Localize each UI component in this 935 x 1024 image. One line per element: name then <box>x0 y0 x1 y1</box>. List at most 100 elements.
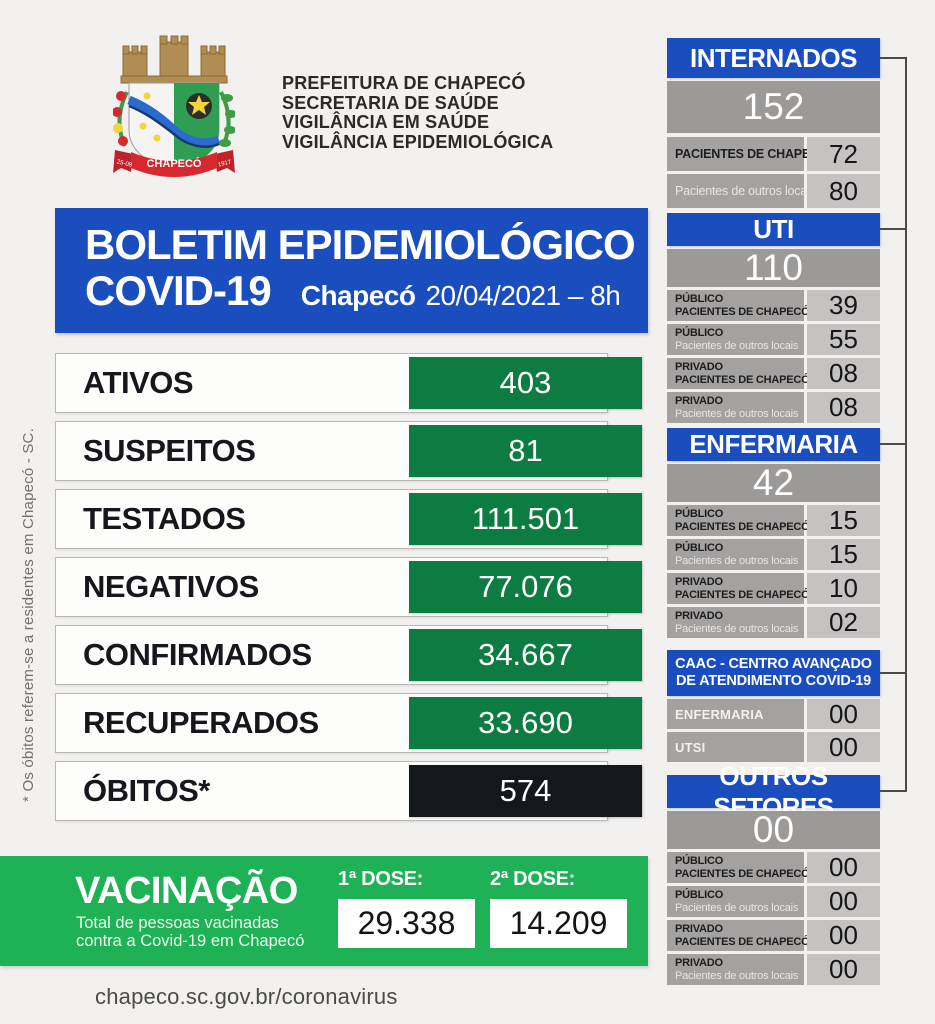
bracket-tick-caac <box>880 672 907 674</box>
org-line-secretaria: SECRETARIA DE SAÚDE <box>282 92 499 113</box>
outros-row-privado-outros: PRIVADO Pacientes de outros locais 00 <box>667 954 880 985</box>
dose2-label: 2ª DOSE: <box>490 868 576 890</box>
enfermaria-row-publico-outros: PÚBLICO Pacientes de outros locais 15 <box>667 539 880 570</box>
caac-row-utsi: UTSI 00 <box>667 732 880 762</box>
row-value: 55 <box>807 324 880 355</box>
row-value: 08 <box>807 392 880 423</box>
section-header-caac: CAAC - CENTRO AVANÇADO DE ATENDIMENTO CO… <box>667 650 880 696</box>
enfermaria-total: 42 <box>667 462 880 503</box>
stat-value: 81 <box>409 425 642 477</box>
stat-row-testados: TESTADOS 111.501 <box>55 489 642 549</box>
stat-label: ÓBITOS* <box>83 773 210 808</box>
row-value: 10 <box>807 573 880 604</box>
stat-value: 403 <box>409 357 642 409</box>
row-label: PRIVADO Pacientes de outros locais <box>667 392 804 423</box>
org-header-text: PREFEITURA DE CHAPECÓ SECRETARIA DE SAÚD… <box>282 73 554 152</box>
bulletin-datetime: 20/04/2021 – 8h <box>425 280 621 311</box>
org-line-vigilancia-saude: VIGILÂNCIA EM SAÚDE <box>282 112 490 132</box>
enfermaria-row-privado-chapeco: PRIVADO PACIENTES DE CHAPECÓ 10 <box>667 573 880 604</box>
row-label: PÚBLICO Pacientes de outros locais <box>667 539 804 570</box>
internados-row-outros: Pacientes de outros locais 80 <box>667 174 880 208</box>
row-label: PRIVADO PACIENTES DE CHAPECÓ <box>667 358 810 389</box>
outros-row-publico-chapeco: PÚBLICO PACIENTES DE CHAPECÓ 00 <box>667 852 880 883</box>
stat-label: RECUPERADOS <box>83 705 319 740</box>
stat-label: SUSPEITOS <box>83 433 256 468</box>
row-label: PÚBLICO Pacientes de outros locais <box>667 886 804 917</box>
stat-value: 111.501 <box>409 493 642 545</box>
outros-total: 00 <box>667 809 880 850</box>
row-label: PÚBLICO PACIENTES DE CHAPECÓ <box>667 852 810 883</box>
section-header-enfermaria: ENFERMARIA <box>667 428 880 461</box>
row-value: 39 <box>807 290 880 321</box>
row-label: PRIVADO Pacientes de outros locais <box>667 954 804 985</box>
stat-value: 34.667 <box>409 629 642 681</box>
dose1-value: 29.338 <box>338 899 475 948</box>
caac-row-enfermaria: ENFERMARIA 00 <box>667 699 880 729</box>
stat-value: 77.076 <box>409 561 642 613</box>
row-label: PRIVADO PACIENTES DE CHAPECÓ <box>667 920 810 951</box>
stat-row-suspeitos: SUSPEITOS 81 <box>55 421 642 481</box>
row-label: PACIENTES DE CHAPECÓ <box>667 137 829 171</box>
stat-label: NEGATIVOS <box>83 569 259 604</box>
stat-label: CONFIRMADOS <box>83 637 312 672</box>
row-label: PÚBLICO PACIENTES DE CHAPECÓ <box>667 290 810 321</box>
dose2-value: 14.209 <box>490 899 627 948</box>
dose1-label: 1ª DOSE: <box>338 868 424 890</box>
section-header-internados: INTERNADOS <box>667 38 880 78</box>
crest-ribbon: CHAPECÓ 25-08 1917 <box>113 150 235 177</box>
bracket-tick-enfermaria <box>880 443 907 445</box>
row-value: 00 <box>807 732 880 762</box>
bracket-connector-line <box>905 58 907 791</box>
stat-row-negativos: NEGATIVOS 77.076 <box>55 557 642 617</box>
bulletin-title-covid: COVID-19 <box>85 267 272 314</box>
internados-total: 152 <box>667 81 880 133</box>
org-line-prefeitura: PREFEITURA DE CHAPECÓ <box>282 73 526 93</box>
uti-total: 110 <box>667 247 880 288</box>
row-value: 15 <box>807 505 880 536</box>
section-header-uti: UTI <box>667 213 880 246</box>
row-label: ENFERMARIA <box>667 699 804 729</box>
stat-label: ATIVOS <box>83 365 194 400</box>
row-value: 00 <box>807 920 880 951</box>
row-value: 00 <box>807 886 880 917</box>
vaccination-subtitle: Total de pessoas vacinadas contra a Covi… <box>76 914 305 950</box>
row-value: 00 <box>807 852 880 883</box>
svg-text:CHAPECÓ: CHAPECÓ <box>146 157 201 170</box>
bracket-tick-outros <box>880 790 907 792</box>
stat-value: 33.690 <box>409 697 642 749</box>
row-label: PÚBLICO PACIENTES DE CHAPECÓ <box>667 505 810 536</box>
section-header-outros-setores: OUTROS SETORES <box>667 761 880 822</box>
stat-label: TESTADOS <box>83 501 246 536</box>
bracket-tick-internados <box>880 57 907 59</box>
row-label: PÚBLICO Pacientes de outros locais <box>667 324 804 355</box>
row-label: PRIVADO Pacientes de outros locais <box>667 607 804 638</box>
outros-row-publico-outros: PÚBLICO Pacientes de outros locais 00 <box>667 886 880 917</box>
uti-row-privado-outros: PRIVADO Pacientes de outros locais 08 <box>667 392 880 423</box>
uti-row-privado-chapeco: PRIVADO PACIENTES DE CHAPECÓ 08 <box>667 358 880 389</box>
outros-row-privado-chapeco: PRIVADO PACIENTES DE CHAPECÓ 00 <box>667 920 880 951</box>
uti-row-publico-chapeco: PÚBLICO PACIENTES DE CHAPECÓ 39 <box>667 290 880 321</box>
bulletin-city: Chapecó <box>300 280 416 311</box>
enfermaria-row-publico-chapeco: PÚBLICO PACIENTES DE CHAPECÓ 15 <box>667 505 880 536</box>
bulletin-title-banner: BOLETIM EPIDEMIOLÓGICO COVID-19 Chapecó … <box>55 208 648 333</box>
bulletin-title-line1: BOLETIM EPIDEMIOLÓGICO <box>85 221 636 268</box>
internados-row-chapeco: PACIENTES DE CHAPECÓ 72 <box>667 137 880 171</box>
stat-row-recuperados: RECUPERADOS 33.690 <box>55 693 642 753</box>
deaths-footnote: * Os óbitos referem-se a residentes em C… <box>20 428 37 802</box>
city-crest-logo: CHAPECÓ 25-08 1917 <box>113 35 235 177</box>
stat-row-ativos: ATIVOS 403 <box>55 353 642 413</box>
website-url: chapeco.sc.gov.br/coronavirus <box>95 984 398 1009</box>
crest-star <box>188 95 210 115</box>
svg-text:25-08: 25-08 <box>116 159 133 169</box>
crest-river <box>127 95 221 148</box>
row-value: 08 <box>807 358 880 389</box>
svg-text:1917: 1917 <box>218 159 233 168</box>
vaccination-banner: VACINAÇÃO Total de pessoas vacinadas con… <box>0 856 648 966</box>
bracket-tick-uti <box>880 228 907 230</box>
row-label: UTSI <box>667 732 804 762</box>
org-line-vigilancia-epidemiologica: VIGILÂNCIA EPIDEMIOLÓGICA <box>282 131 554 152</box>
enfermaria-row-privado-outros: PRIVADO Pacientes de outros locais 02 <box>667 607 880 638</box>
row-value: 00 <box>807 954 880 985</box>
vaccination-title: VACINAÇÃO <box>75 870 298 912</box>
stat-row-confirmados: CONFIRMADOS 34.667 <box>55 625 642 685</box>
